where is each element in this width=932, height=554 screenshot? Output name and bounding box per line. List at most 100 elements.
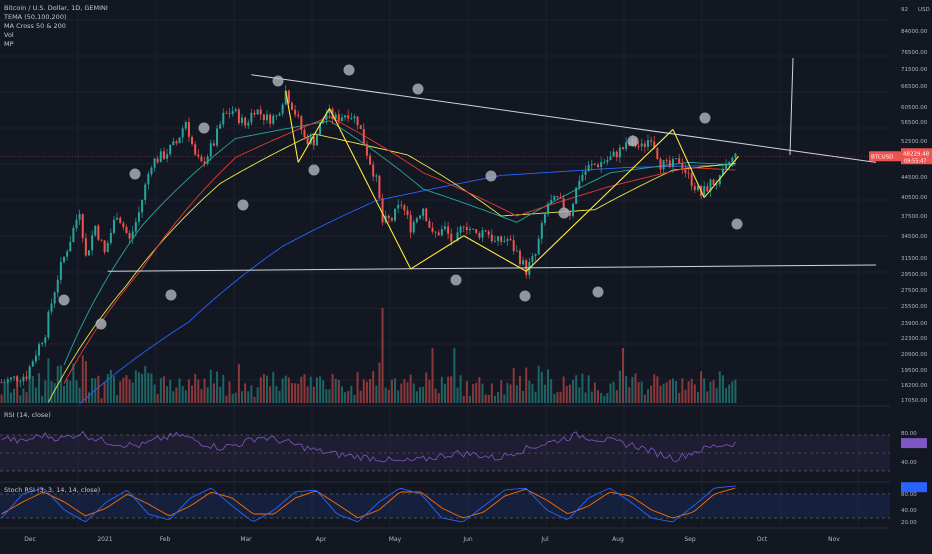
- candle-body[interactable]: [19, 381, 22, 383]
- candle-body[interactable]: [228, 113, 231, 115]
- candle-body[interactable]: [312, 136, 315, 146]
- candle-body[interactable]: [253, 112, 256, 115]
- candle-body[interactable]: [643, 143, 646, 147]
- candle-body[interactable]: [709, 179, 712, 192]
- candle-body[interactable]: [347, 115, 350, 119]
- candle-body[interactable]: [581, 174, 584, 181]
- candle-body[interactable]: [690, 173, 693, 187]
- candle-body[interactable]: [256, 109, 259, 115]
- candle-body[interactable]: [606, 159, 609, 163]
- candle-body[interactable]: [425, 208, 428, 222]
- trendline[interactable]: [107, 264, 876, 272]
- candle-body[interactable]: [612, 151, 615, 157]
- time-axis[interactable]: Dec 2021 Feb Mar Apr May Jun Jul Aug Sep Oct Nov: [24, 536, 840, 543]
- candle-body[interactable]: [141, 199, 144, 213]
- candle-body[interactable]: [259, 109, 262, 115]
- candle-body[interactable]: [459, 226, 462, 233]
- candle-body[interactable]: [69, 241, 72, 252]
- candle-body[interactable]: [512, 240, 515, 251]
- candle-body[interactable]: [16, 376, 19, 382]
- candle-body[interactable]: [31, 361, 34, 367]
- candle-body[interactable]: [572, 203, 575, 216]
- candle-body[interactable]: [381, 198, 384, 223]
- candle-body[interactable]: [281, 104, 284, 114]
- candle-body[interactable]: [422, 208, 425, 216]
- candle-body[interactable]: [696, 185, 699, 190]
- candle-body[interactable]: [537, 238, 540, 255]
- candle-body[interactable]: [325, 113, 328, 120]
- candle-body[interactable]: [540, 222, 543, 239]
- candle-body[interactable]: [646, 140, 649, 147]
- candle-body[interactable]: [144, 184, 147, 200]
- candle-body[interactable]: [153, 158, 156, 168]
- candle-body[interactable]: [450, 233, 453, 242]
- candle-body[interactable]: [222, 112, 225, 125]
- candle-body[interactable]: [315, 134, 318, 146]
- candle-body[interactable]: [209, 143, 212, 157]
- candle-body[interactable]: [478, 233, 481, 238]
- stoch-d-line[interactable]: [1, 487, 736, 519]
- candle-body[interactable]: [200, 156, 203, 162]
- candle-body[interactable]: [718, 175, 721, 185]
- candle-body[interactable]: [415, 218, 418, 223]
- candle-body[interactable]: [156, 158, 159, 163]
- candle-body[interactable]: [184, 121, 187, 129]
- candle-body[interactable]: [687, 172, 690, 174]
- candle-body[interactable]: [703, 186, 706, 196]
- candle-body[interactable]: [603, 162, 606, 163]
- candle-body[interactable]: [493, 240, 496, 242]
- candle-body[interactable]: [387, 215, 390, 219]
- candle-body[interactable]: [197, 154, 200, 157]
- candle-body[interactable]: [50, 303, 53, 312]
- candle-body[interactable]: [306, 137, 309, 144]
- candle-body[interactable]: [344, 115, 347, 118]
- candle-body[interactable]: [303, 129, 306, 138]
- candle-body[interactable]: [116, 217, 119, 220]
- candle-body[interactable]: [191, 136, 194, 145]
- candle-body[interactable]: [447, 226, 450, 234]
- candle-body[interactable]: [206, 156, 209, 164]
- candle-body[interactable]: [412, 222, 415, 233]
- candle-body[interactable]: [134, 221, 137, 232]
- candle-body[interactable]: [63, 256, 66, 262]
- candle-body[interactable]: [9, 377, 12, 380]
- candle-body[interactable]: [3, 382, 6, 383]
- candle-body[interactable]: [194, 144, 197, 155]
- candle-body[interactable]: [125, 227, 128, 234]
- pattern-leg[interactable]: [297, 108, 330, 163]
- candle-body[interactable]: [394, 208, 397, 221]
- candle-body[interactable]: [97, 225, 100, 240]
- candle-body[interactable]: [665, 160, 668, 162]
- candle-body[interactable]: [59, 261, 62, 280]
- candle-body[interactable]: [203, 161, 206, 164]
- candle-body[interactable]: [715, 184, 718, 186]
- candle-body[interactable]: [6, 379, 9, 383]
- candle-body[interactable]: [297, 114, 300, 117]
- candle-body[interactable]: [262, 114, 265, 121]
- candle-body[interactable]: [550, 199, 553, 204]
- candle-body[interactable]: [103, 240, 106, 253]
- candle-body[interactable]: [112, 219, 115, 233]
- candle-body[interactable]: [122, 223, 125, 228]
- candle-body[interactable]: [216, 128, 219, 146]
- candle-body[interactable]: [693, 186, 696, 190]
- candle-body[interactable]: [590, 164, 593, 165]
- candle-body[interactable]: [159, 151, 162, 163]
- candle-body[interactable]: [234, 109, 237, 112]
- candle-body[interactable]: [375, 175, 378, 177]
- candle-body[interactable]: [175, 141, 178, 144]
- candle-body[interactable]: [625, 142, 628, 150]
- candle-body[interactable]: [721, 168, 724, 176]
- candle-body[interactable]: [362, 129, 365, 144]
- candle-body[interactable]: [178, 137, 181, 144]
- candle-body[interactable]: [290, 102, 293, 110]
- candle-body[interactable]: [350, 118, 353, 120]
- candle-body[interactable]: [212, 143, 215, 146]
- candle-body[interactable]: [409, 214, 412, 233]
- candle-body[interactable]: [465, 227, 468, 231]
- candle-body[interactable]: [294, 109, 297, 115]
- indicator-volume[interactable]: Vol: [4, 31, 14, 39]
- candle-body[interactable]: [637, 146, 640, 148]
- candle-body[interactable]: [653, 141, 656, 149]
